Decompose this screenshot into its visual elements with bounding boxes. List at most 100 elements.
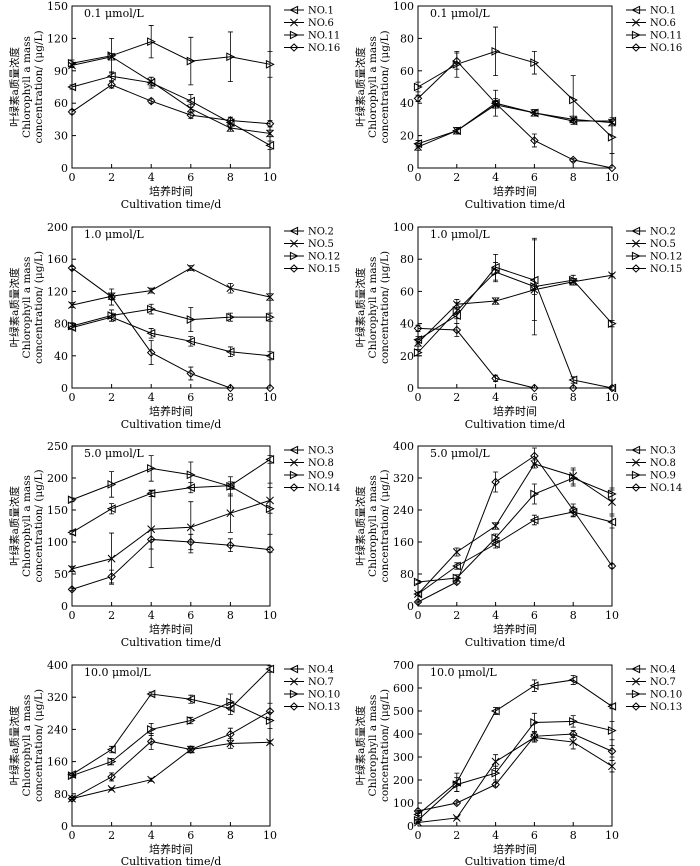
data-point <box>107 479 117 489</box>
data-point <box>186 96 195 106</box>
y-axis-title-en-2: concentration/ (μg/L) <box>33 689 45 802</box>
error-bar <box>188 461 194 488</box>
y-axis-title: 叶绿素a质量浓度 Chlorophyll a mass concentration/… <box>8 251 45 364</box>
error-bar <box>148 733 154 750</box>
y-tick-label: 60 <box>400 65 414 78</box>
x-axis-title-en: Cultivation time/d <box>465 855 566 866</box>
x-tick-label: 2 <box>453 609 460 622</box>
data-point <box>452 813 461 822</box>
y-axis-title: 叶绿素a质量浓度 Chlorophyll a mass concentration/… <box>354 469 391 582</box>
data-point <box>107 772 116 782</box>
data-point <box>265 383 275 393</box>
legend-item: NO.3 <box>626 446 676 457</box>
y-axis-title-en-2: concentration/ (μg/L) <box>33 251 45 364</box>
data-point <box>107 311 117 320</box>
series-line <box>417 271 613 353</box>
x-tick-label: 8 <box>227 171 234 184</box>
x-tick-label: 0 <box>69 609 76 622</box>
x-tick-label: 10 <box>605 171 619 184</box>
error-bar <box>531 237 537 336</box>
data-point <box>226 739 235 748</box>
series-no7 <box>414 732 616 827</box>
data-point <box>452 780 462 790</box>
data-point <box>568 505 578 515</box>
x-axis-title-cn: 培养时间 <box>149 842 193 856</box>
y-tick-label: 240 <box>393 504 414 517</box>
legend-marker <box>631 445 641 455</box>
data-point <box>106 71 116 81</box>
data-point <box>186 716 196 725</box>
data-point <box>529 515 539 525</box>
data-point <box>607 726 617 735</box>
y-axis-title-cn: 叶绿素a质量浓度 <box>354 267 367 347</box>
y-tick-label: 90 <box>54 65 68 78</box>
series-line <box>417 104 613 148</box>
y-axis-title-en-2: concentration/ (μg/L) <box>379 251 391 364</box>
x-axis-title-cn: 培养时间 <box>493 622 537 636</box>
series-line <box>71 467 271 510</box>
error-bar <box>267 455 273 464</box>
legend-marker <box>289 664 299 674</box>
legend-item: NO.16 <box>284 43 340 54</box>
legend-marker <box>631 30 641 40</box>
data-point <box>491 98 500 108</box>
data-point <box>265 504 275 514</box>
y-tick-label: 0 <box>407 600 414 613</box>
data-point <box>186 264 195 273</box>
data-point <box>568 155 578 165</box>
x-tick-label: 8 <box>570 609 577 622</box>
series-no12 <box>67 303 275 333</box>
x-tick-label: 4 <box>492 391 499 404</box>
error-bar <box>267 312 273 322</box>
legend-marker <box>289 43 299 52</box>
x-tick-label: 10 <box>605 829 619 842</box>
data-point <box>491 768 501 778</box>
x-tick-label: 4 <box>148 171 155 184</box>
legend-item: NO.14 <box>284 483 340 494</box>
x-tick-label: 4 <box>492 829 499 842</box>
error-bar <box>227 693 233 711</box>
data-point <box>107 554 116 563</box>
series-line <box>71 741 271 800</box>
error-bar <box>188 36 194 86</box>
data-point <box>490 706 500 716</box>
x-axis-title-en: Cultivation time/d <box>121 855 222 866</box>
y-tick-label: 150 <box>47 0 68 13</box>
data-point <box>413 82 423 92</box>
series-line <box>71 308 270 327</box>
legend-marker <box>632 239 640 248</box>
data-point <box>414 142 422 151</box>
x-tick-label: 2 <box>108 829 115 842</box>
error-bar <box>531 483 537 505</box>
series-line <box>417 455 613 603</box>
panel-title: 1.0 μmol/L <box>430 228 490 241</box>
legend-marker <box>290 458 298 467</box>
data-point <box>607 319 617 329</box>
data-point <box>186 336 195 346</box>
y-tick-label: 50 <box>54 568 68 581</box>
data-point <box>186 523 195 532</box>
x-tick-label: 2 <box>108 171 115 184</box>
x-tick-label: 10 <box>605 391 619 404</box>
series-no9 <box>413 469 617 587</box>
data-point <box>413 324 423 333</box>
error-bar <box>609 120 615 154</box>
legend-item: NO.2 <box>626 227 676 238</box>
x-axis-title-cn: 培养时间 <box>493 184 537 198</box>
series-no16 <box>67 80 275 129</box>
legend-item: NO.13 <box>626 702 682 713</box>
error-bar <box>148 340 154 366</box>
x-tick-label: 6 <box>187 171 194 184</box>
legend-marker <box>289 470 299 480</box>
error-bar <box>454 777 460 792</box>
legend-marker <box>631 251 641 261</box>
series-line <box>417 477 613 583</box>
y-axis-title-cn: 叶绿素a质量浓度 <box>8 486 21 566</box>
data-point <box>568 383 578 393</box>
data-point <box>147 77 156 86</box>
x-tick-label: 8 <box>227 391 234 404</box>
y-tick-label: 80 <box>400 32 414 45</box>
error-bar <box>148 455 154 482</box>
y-tick-label: 400 <box>393 728 414 741</box>
